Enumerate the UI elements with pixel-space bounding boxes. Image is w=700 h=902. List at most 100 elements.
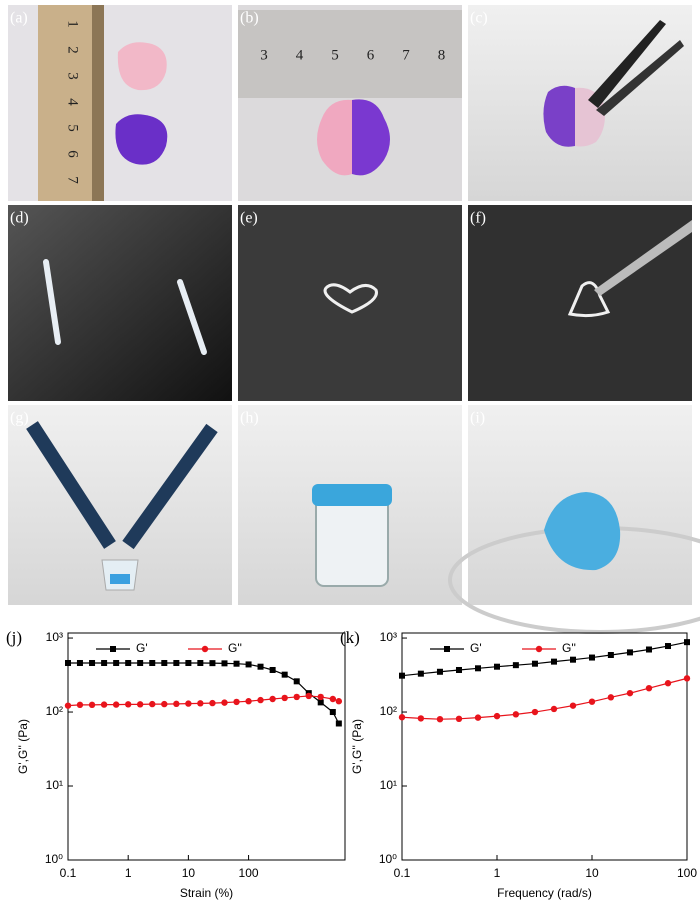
- y-tick-label: 10²: [46, 704, 63, 718]
- marker: [76, 701, 84, 709]
- y-tick-label: 10¹: [380, 778, 397, 792]
- legend-label: G': [136, 641, 148, 655]
- ruler-number: 6: [367, 47, 375, 63]
- marker: [305, 692, 312, 700]
- marker: [281, 694, 288, 702]
- marker: [589, 654, 595, 661]
- marker: [570, 656, 577, 663]
- photo-a: [8, 5, 232, 201]
- photo-f: [468, 205, 692, 401]
- panel-label: (e): [240, 210, 258, 227]
- x-tick-label: 0.1: [60, 866, 77, 880]
- marker: [607, 651, 614, 658]
- y-tick-label: 10³: [46, 630, 63, 644]
- marker: [293, 693, 300, 701]
- marker: [626, 649, 633, 656]
- chart-title: (j): [6, 628, 22, 647]
- marker: [221, 660, 228, 667]
- marker: [329, 695, 337, 703]
- marker: [281, 671, 288, 678]
- marker: [569, 702, 577, 709]
- plot-frame: [67, 632, 346, 861]
- ruler-number: 5: [331, 47, 339, 63]
- marker: [185, 700, 192, 707]
- marker: [185, 659, 192, 666]
- marker: [269, 666, 276, 673]
- marker: [683, 675, 691, 682]
- x-tick-label: 1: [494, 866, 501, 880]
- marker: [474, 714, 482, 721]
- marker: [335, 698, 343, 705]
- marker: [317, 693, 324, 701]
- marker: [209, 699, 216, 707]
- legend-label: G': [470, 641, 482, 655]
- marker: [257, 696, 264, 704]
- plot-frame: [401, 632, 688, 861]
- ruler-number: 7: [402, 47, 410, 63]
- marker: [550, 658, 557, 665]
- ruler-number: 2: [65, 46, 81, 54]
- marker: [221, 699, 228, 706]
- x-tick-label: 100: [239, 866, 259, 880]
- photo-e: [238, 205, 462, 401]
- marker: [417, 715, 425, 722]
- marker: [233, 660, 240, 667]
- legend-label: G'': [562, 641, 576, 655]
- marker: [626, 689, 634, 697]
- x-tick-label: 100: [677, 866, 697, 880]
- marker: [269, 695, 276, 703]
- marker: [65, 659, 71, 666]
- ruler-number: 8: [438, 47, 446, 63]
- marker: [645, 646, 652, 653]
- marker: [455, 666, 462, 673]
- panel-label: (d): [10, 210, 29, 227]
- panel-label: (f): [470, 210, 486, 227]
- photo-d: [8, 205, 232, 401]
- marker: [173, 700, 180, 708]
- marker: [494, 663, 500, 670]
- marker: [398, 714, 406, 721]
- panel-label: (c): [470, 10, 488, 27]
- legend-marker: [201, 645, 209, 653]
- ruler-number: 7: [65, 176, 81, 184]
- panel-label: (i): [470, 410, 485, 427]
- marker: [588, 698, 596, 705]
- y-tick-label: 10⁰: [379, 852, 397, 866]
- ruler-number: 3: [260, 47, 268, 63]
- ruler-number: 6: [65, 150, 81, 158]
- marker: [455, 715, 463, 723]
- marker: [173, 659, 180, 666]
- panel-label: (g): [10, 410, 29, 427]
- marker: [257, 663, 264, 670]
- marker: [149, 659, 156, 666]
- legend-marker: [444, 646, 450, 652]
- marker: [112, 701, 120, 708]
- legend-marker: [110, 646, 116, 652]
- marker: [136, 701, 144, 708]
- marker: [245, 698, 252, 705]
- marker: [317, 699, 324, 706]
- marker: [436, 668, 443, 675]
- panel-label: (b): [240, 10, 259, 27]
- marker: [125, 659, 132, 666]
- marker: [124, 701, 132, 708]
- photo-b: [238, 5, 462, 201]
- marker: [329, 709, 336, 716]
- marker: [197, 700, 204, 707]
- photo-h: [238, 405, 462, 605]
- photo-g: [8, 405, 232, 605]
- ruler-number: 4: [65, 98, 81, 106]
- marker: [149, 700, 156, 708]
- marker: [209, 660, 216, 667]
- marker: [161, 700, 168, 708]
- marker: [88, 701, 96, 709]
- legend-label: G'': [228, 641, 242, 655]
- marker: [89, 659, 96, 666]
- y-axis-label: G',G'' (Pa): [16, 719, 30, 774]
- marker: [100, 701, 108, 708]
- marker: [684, 639, 690, 646]
- marker: [531, 660, 538, 667]
- marker: [293, 678, 300, 685]
- y-tick-label: 10²: [380, 704, 397, 718]
- marker: [101, 659, 108, 666]
